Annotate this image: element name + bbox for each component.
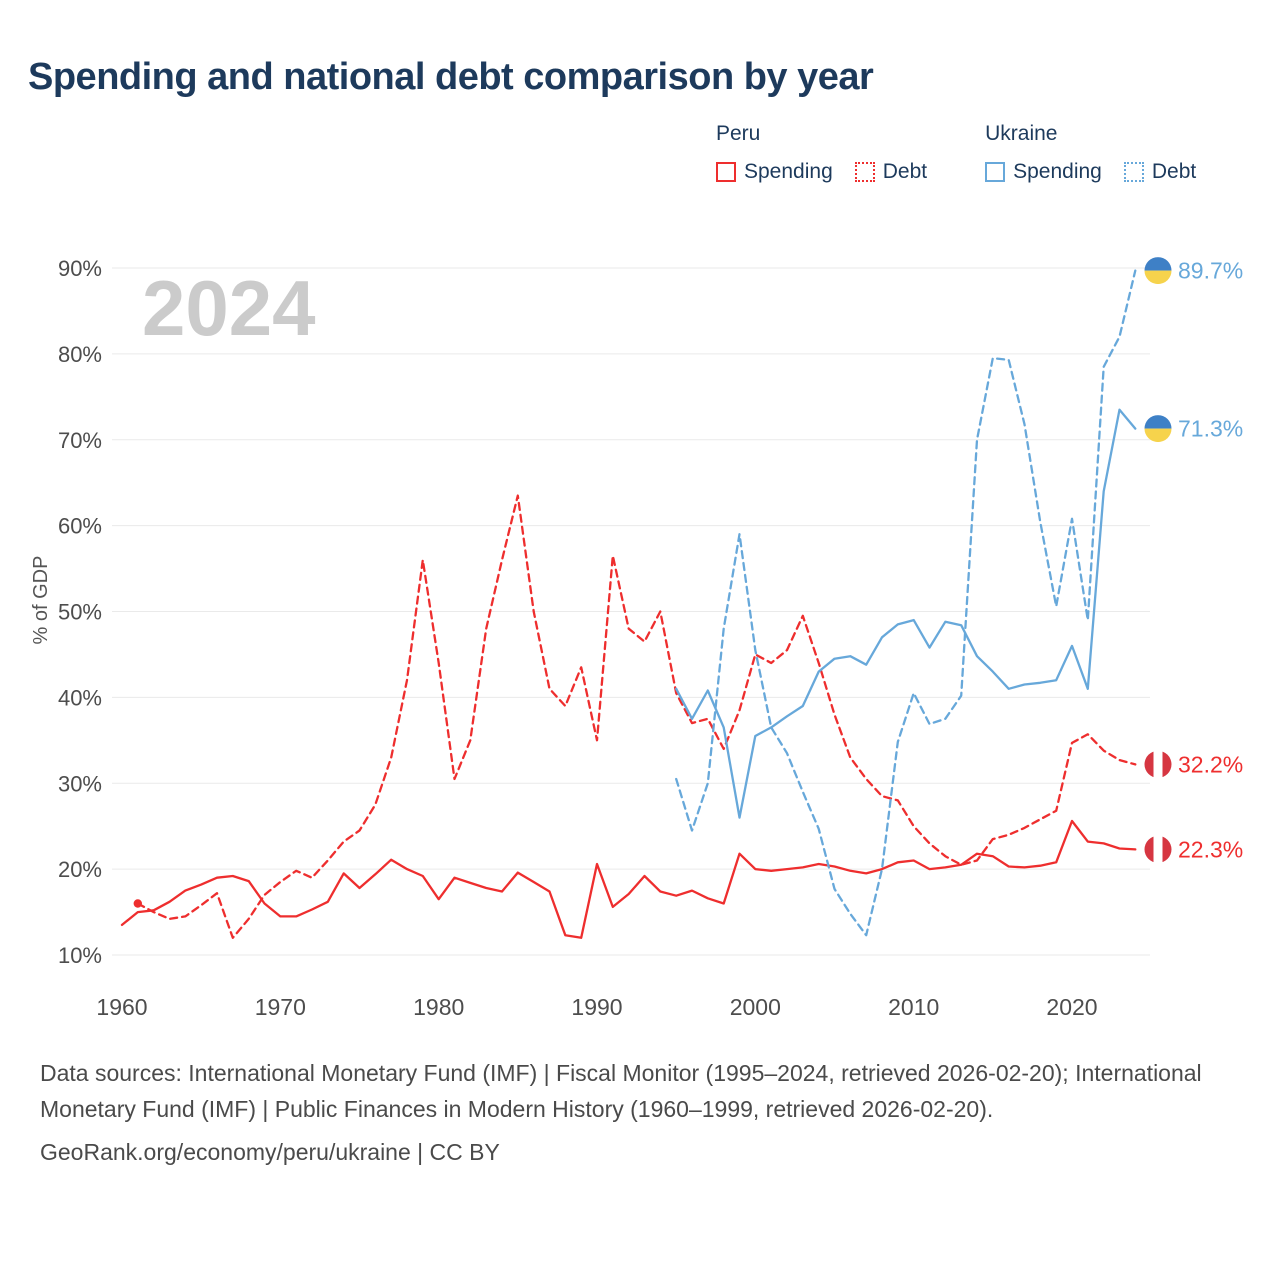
legend-swatch-peru-debt [854, 162, 875, 182]
x-tick-label: 2010 [888, 994, 939, 1020]
legend-item-peru-debt[interactable]: Debt [854, 160, 928, 184]
flag-icon-ukraine [1144, 415, 1172, 443]
series-line-ukraine-spending[interactable] [675, 408, 1137, 819]
legend-row-ukraine: Spending Debt [985, 160, 1196, 184]
flag-icon-peru [1144, 835, 1172, 863]
line-chart: 10% 20% 30% 40% 50% 60% 70% 80% 90% 1960 1970 1980 1… [30, 256, 1243, 1020]
x-tick-label: 2000 [730, 994, 781, 1020]
page-title: Spending and national debt comparison by… [28, 56, 874, 98]
legend-row-peru: Spending Debt [716, 160, 927, 184]
series-start-marker-peru-debt [133, 899, 142, 908]
legend-group-peru: Peru Spending Debt [716, 122, 927, 184]
x-tick-label: 1970 [255, 994, 306, 1020]
y-axis-title: % of GDP [30, 556, 52, 645]
end-label-ukraine-spending: 71.3% [1178, 416, 1243, 442]
end-label-peru-spending: 22.3% [1178, 836, 1243, 862]
y-tick-label: 70% [58, 428, 102, 453]
x-tick-label: 1960 [96, 994, 147, 1020]
legend-item-ukraine-spending[interactable]: Spending [985, 160, 1102, 184]
watermark-year: 2024 [142, 264, 316, 352]
y-tick-label: 40% [58, 685, 102, 710]
data-sources-text: Data sources: International Monetary Fun… [40, 1060, 1202, 1122]
chart-legend: Peru Spending Debt Ukraine Spending Debt [716, 122, 1196, 184]
footer: Data sources: International Monetary Fun… [40, 1056, 1252, 1171]
y-tick-label: 10% [58, 943, 102, 968]
flag-icon-peru [1144, 750, 1172, 778]
legend-item-peru-spending[interactable]: Spending [716, 160, 833, 184]
legend-group-ukraine: Ukraine Spending Debt [985, 122, 1196, 184]
end-label-ukraine-debt: 89.7% [1178, 258, 1243, 284]
y-tick-label: 90% [58, 256, 102, 281]
series-line-ukraine-debt[interactable] [675, 269, 1137, 937]
legend-swatch-ukraine-spending [985, 162, 1006, 182]
legend-item-label: Debt [882, 160, 928, 183]
y-tick-label: 30% [58, 771, 102, 796]
legend-swatch-ukraine-debt [1123, 162, 1144, 182]
legend-group-title-ukraine: Ukraine [985, 122, 1058, 145]
y-tick-label: 20% [58, 857, 102, 882]
legend-item-label: Spending [1013, 160, 1102, 183]
y-tick-label: 50% [58, 600, 102, 625]
legend-item-ukraine-debt[interactable]: Debt [1123, 160, 1197, 184]
x-tick-label: 2020 [1046, 994, 1097, 1020]
y-tick-label: 60% [58, 514, 102, 539]
series-line-peru-debt[interactable] [136, 494, 1137, 939]
x-tick-label: 1980 [413, 994, 464, 1020]
legend-item-label: Debt [1151, 160, 1197, 183]
legend-swatch-peru-spending [716, 162, 736, 182]
x-tick-label: 1990 [571, 994, 622, 1020]
legend-item-label: Spending [744, 160, 833, 183]
end-label-peru-debt: 32.2% [1178, 751, 1243, 777]
flag-icon-ukraine [1144, 257, 1172, 285]
attribution-text: GeoRank.org/economy/peru/ukraine | CC BY [40, 1139, 500, 1166]
y-tick-label: 80% [58, 342, 102, 367]
legend-group-title-peru: Peru [716, 122, 761, 145]
series-line-peru-spending[interactable] [120, 819, 1137, 939]
